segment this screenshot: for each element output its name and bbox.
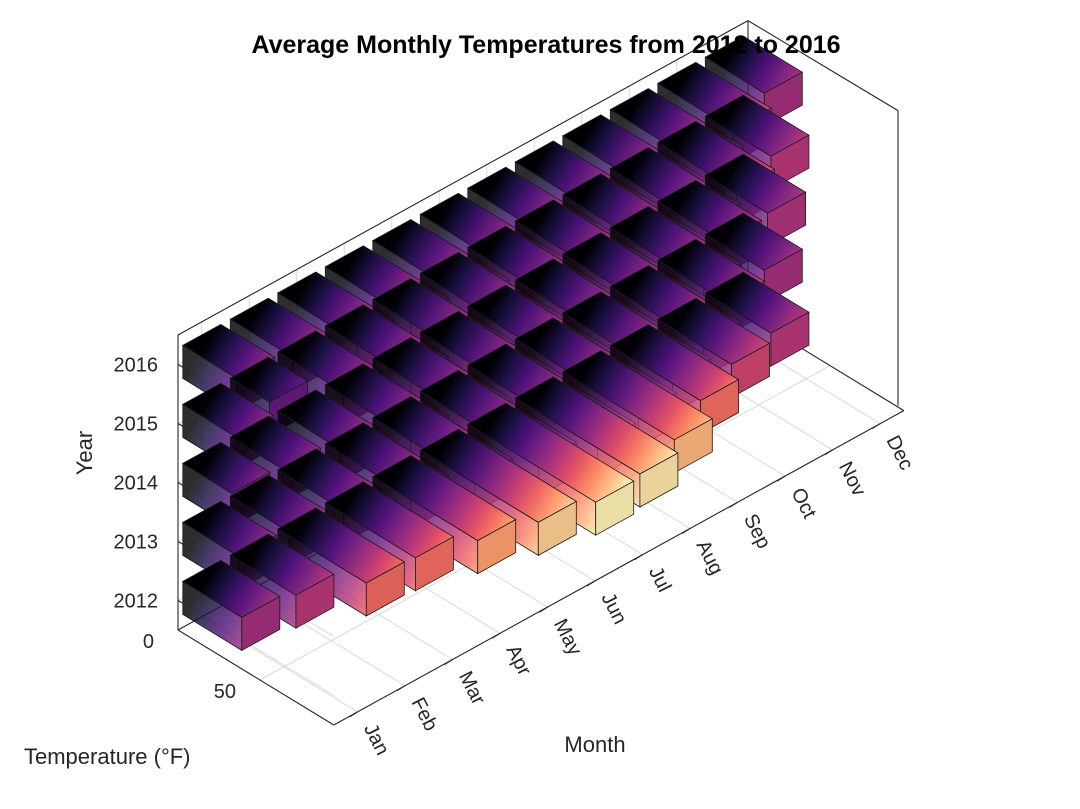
temperature-tick-label: 50 <box>214 681 236 703</box>
year-tick-label: 2012 <box>114 591 159 613</box>
bar-jan-2012 <box>182 559 281 652</box>
z-axis-label: Temperature (°F) <box>24 744 191 769</box>
temperature-tick-label: 0 <box>143 631 154 653</box>
bars <box>182 35 810 652</box>
x-axis-label: Month <box>564 732 625 757</box>
chart-title: Average Monthly Temperatures from 2012 t… <box>251 31 840 59</box>
year-tick-label: 2014 <box>114 473 159 495</box>
year-tick-label: 2013 <box>114 532 159 554</box>
year-tick-label: 2015 <box>114 414 159 436</box>
year-tick-label: 2016 <box>114 355 159 377</box>
y-axis-label: Year <box>72 431 97 475</box>
